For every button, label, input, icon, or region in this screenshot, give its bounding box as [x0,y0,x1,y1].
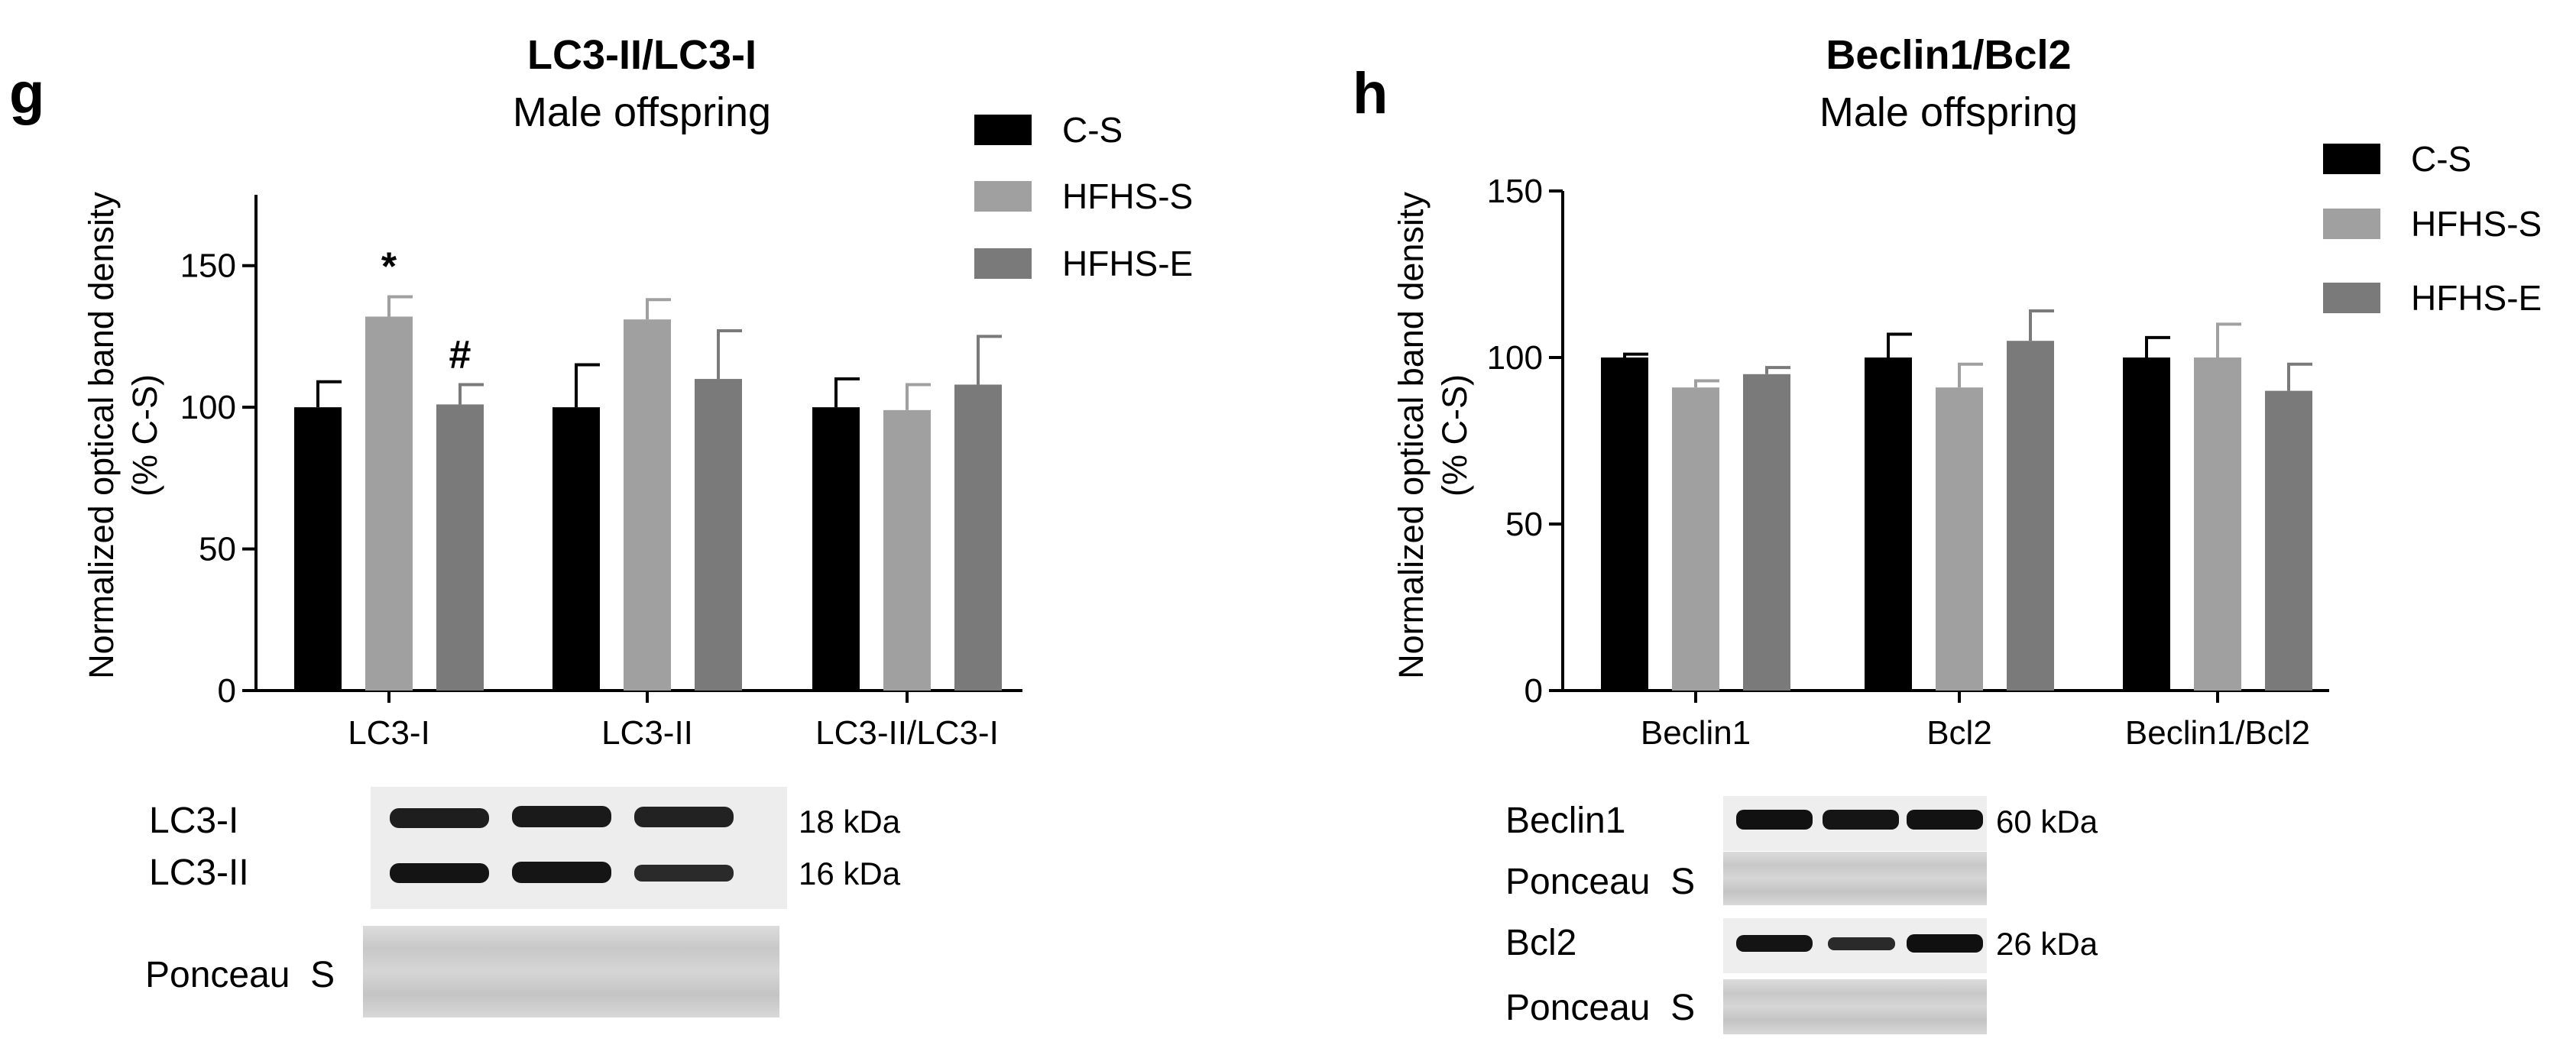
blot-label-bcl2: Bcl2 [1505,923,1576,963]
ponceau-label-h2: Ponceau S [1505,988,1695,1028]
bar-g-hfhs-e [695,379,742,691]
y-tick-label-h: 150 [1487,173,1543,210]
bar-h-c-s [1865,358,1912,691]
x-tick-label-h: Beclin1 [1641,714,1751,752]
blot-kda-60: 60 kDa [1996,804,2098,840]
bar-chart-h: 0 50 100 150 Beclin1 Bcl2 Beclin1/Bcl2 C-S HFHS-… [1487,139,2542,752]
bar-h-c-s [1601,358,1648,691]
panel-h: h Beclin1/Bcl2 Male offspring Normalized… [1353,32,2542,1034]
x-tick-label-h: Beclin1/Bcl2 [2125,714,2310,752]
y-tick-label-g: 100 [180,389,236,426]
significance-marker-g: * [381,245,397,290]
y-axis-unit-h: (% C-S) [1435,374,1474,497]
band-beclin1-3 [1907,810,1983,830]
band-lc3-i-2 [512,806,611,827]
bar-g-hfhs-e [954,384,1002,691]
panel-letter-h: h [1353,61,1388,126]
band-lc3-ii-3 [634,865,734,882]
y-tick-label-g: 0 [218,672,236,710]
blot-label-lc3-i: LC3-I [149,801,238,841]
blot-g: LC3-I LC3-II 18 kDa 16 kDa Ponceau S [145,787,901,1017]
blot-image-lc3 [371,787,787,909]
bar-h-hfhs-e [1743,374,1790,691]
y-tick-label-h: 50 [1505,506,1543,543]
y-axis-label-g: Normalized optical band density [82,192,121,679]
chart-title-g: LC3-II/LC3-I [527,32,757,78]
bar-chart-g: 0 50 100 150 * # LC3-I LC3-II LC3-II/LC3-I C-S HFH… [180,110,1194,752]
x-tick-label-h: Bcl2 [1926,714,1992,752]
y-tick-label-h: 100 [1487,339,1543,377]
legend-swatch-h [2323,144,2380,174]
bar-h-hfhs-e [2007,341,2054,691]
x-tick-label-g: LC3-II [601,714,693,752]
ponceau-image-g [363,926,779,1017]
y-tick-label-g: 150 [180,247,236,285]
blot-label-beclin1: Beclin1 [1505,801,1625,841]
bar-g-hfhs-s [624,319,671,691]
significance-marker-g: # [449,332,471,377]
bar-g-c-s [294,407,342,691]
band-lc3-ii-1 [390,863,489,883]
y-axis-unit-g: (% C-S) [125,374,164,497]
band-bcl2-2 [1828,937,1895,950]
panel-letter-g: g [9,61,44,126]
band-beclin1-1 [1736,810,1813,830]
y-tick-label-g: 50 [199,531,236,568]
y-tick-label-h: 0 [1525,672,1543,710]
bar-h-hfhs-e [2265,390,2312,691]
ponceau-label-h1: Ponceau S [1505,862,1695,902]
band-beclin1-2 [1823,810,1899,830]
ponceau-image-h2 [1723,979,1987,1034]
legend-label-g: HFHS-S [1062,176,1193,216]
x-tick-label-g: LC3-I [348,714,430,752]
blot-kda-16: 16 kDa [799,856,901,891]
panel-g: g LC3-II/LC3-I Male offspring Normalized… [9,32,1193,1017]
bar-g-c-s [812,407,860,691]
band-bcl2-1 [1736,935,1813,952]
ponceau-image-h1 [1723,852,1987,905]
blot-label-lc3-ii: LC3-II [149,852,249,893]
blot-kda-18: 18 kDa [799,804,901,840]
bar-g-hfhs-s [883,409,931,691]
blot-kda-26: 26 kDa [1996,926,2098,962]
chart-title-h: Beclin1/Bcl2 [1826,32,2071,78]
legend-label-h: HFHS-S [2411,204,2542,244]
legend-swatch-h [2323,283,2380,313]
blot-h: Beclin1 60 kDa Ponceau S Bcl2 26 kDa Pon… [1505,796,2098,1034]
bar-g-hfhs-s [365,316,413,691]
bar-h-hfhs-s [1936,387,1983,691]
band-lc3-i-3 [634,807,734,827]
legend-swatch-g [974,115,1032,145]
legend-label-h: C-S [2411,139,2471,179]
x-tick-label-g: LC3-II/LC3-I [815,714,999,752]
y-axis-label-h: Normalized optical band density [1392,192,1431,679]
chart-subtitle-g: Male offspring [513,89,771,135]
bar-g-hfhs-e [436,404,484,691]
bar-h-hfhs-s [2194,358,2241,691]
bar-g-c-s [552,407,600,691]
ponceau-label-g: Ponceau S [145,955,335,995]
band-lc3-i-1 [390,808,489,828]
bar-h-c-s [2123,358,2170,691]
band-bcl2-3 [1907,934,1983,953]
band-lc3-ii-2 [512,862,611,883]
legend-label-g: C-S [1062,110,1123,150]
legend-swatch-g [974,248,1032,279]
legend-label-g: HFHS-E [1062,244,1193,283]
bar-h-hfhs-s [1672,387,1719,691]
chart-subtitle-h: Male offspring [1819,89,2078,135]
legend-swatch-g [974,181,1032,212]
legend-swatch-h [2323,209,2380,239]
legend-label-h: HFHS-E [2411,278,2542,318]
